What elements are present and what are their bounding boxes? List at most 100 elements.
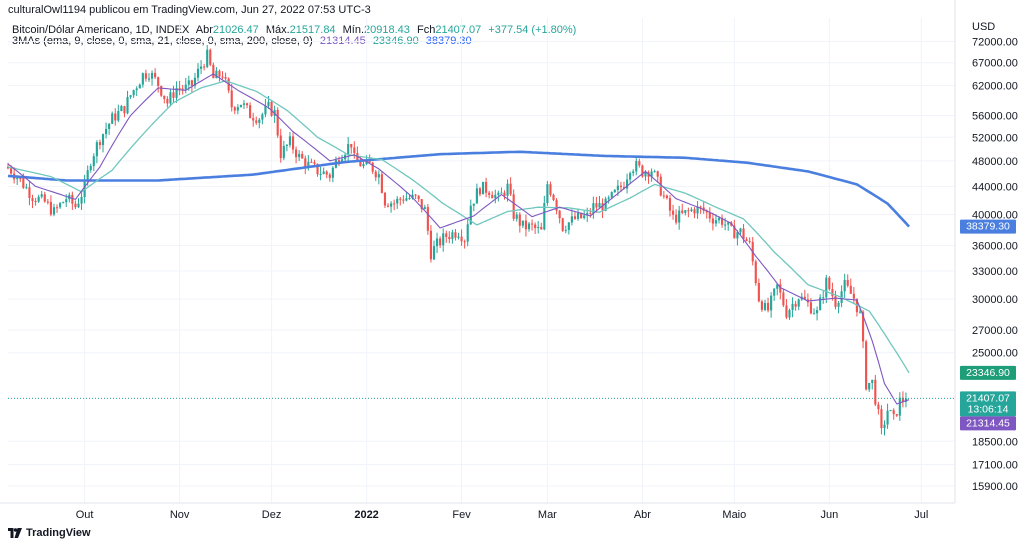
candle-up — [886, 403, 889, 429]
candle-down — [803, 289, 806, 301]
candle-up — [840, 285, 843, 308]
candle-down — [687, 207, 690, 218]
ema9-price-tag: 21314.45 — [960, 416, 1016, 431]
candle-down — [49, 195, 52, 217]
candle-down — [383, 191, 387, 208]
candle-up — [37, 194, 40, 203]
candle-down — [865, 339, 868, 391]
candle-down — [895, 414, 898, 417]
candle-up — [89, 163, 92, 173]
candle-down — [31, 194, 34, 209]
x-tick-label: Jun — [820, 509, 838, 521]
candle-up — [92, 153, 95, 172]
candle-up — [59, 202, 62, 209]
candle-up — [472, 203, 475, 212]
candle-up — [816, 306, 819, 321]
candle-up — [52, 203, 56, 217]
close-label: Fch — [416, 24, 436, 36]
y-tick-label: 72000.00 — [972, 37, 1018, 49]
candle-up — [423, 204, 426, 210]
indicator-label[interactable]: 3MAs (ema, 9, close, 0, sma, 21, close, … — [12, 35, 313, 47]
candle-down — [178, 80, 181, 96]
candle-down — [402, 195, 405, 204]
candle-up — [322, 167, 325, 175]
y-tick-label: 17100.00 — [972, 459, 1018, 471]
candle-down — [212, 62, 215, 79]
candle-down — [224, 72, 227, 82]
candle-up — [543, 195, 546, 231]
y-tick-label: 56000.00 — [972, 110, 1018, 122]
y-tick-label: 48000.00 — [972, 156, 1018, 168]
candle-down — [831, 282, 834, 301]
candle-up — [377, 170, 380, 185]
candle-down — [485, 177, 488, 198]
candle-up — [25, 183, 28, 190]
candle-down — [55, 204, 59, 213]
candle-up — [494, 189, 497, 204]
candle-down — [549, 181, 552, 197]
candle-up — [135, 86, 138, 96]
candle-up — [632, 169, 635, 177]
candle-up — [390, 201, 393, 213]
candle-down — [708, 207, 711, 223]
candle-up — [138, 83, 141, 89]
candle-down — [619, 181, 623, 193]
x-tick-label: Maio — [722, 509, 746, 521]
candle-up — [362, 161, 365, 169]
candle-down — [429, 225, 433, 263]
tradingview-logo-icon — [8, 528, 22, 538]
candle-down — [325, 170, 328, 179]
candle-up — [592, 196, 595, 219]
candle-down — [745, 237, 748, 242]
x-tick-label: Fev — [452, 509, 471, 521]
high-value: 21517.84 — [289, 24, 336, 36]
sma200-line — [7, 150, 910, 228]
candle-down — [114, 108, 117, 126]
open-value: 21026.47 — [212, 24, 259, 36]
candle-down — [534, 222, 537, 234]
candle-down — [693, 207, 696, 219]
candle-down — [279, 128, 282, 163]
y-tick-label: 44000.00 — [972, 181, 1018, 193]
candle-down — [19, 177, 22, 183]
candle-up — [770, 292, 773, 318]
currency-label: USD — [972, 21, 995, 33]
candle-down — [711, 212, 714, 231]
candle-up — [111, 111, 114, 125]
candle-up — [678, 205, 681, 230]
footer-brand[interactable]: TradingView — [8, 527, 91, 539]
candle-down — [540, 222, 543, 230]
candle-up — [80, 191, 83, 210]
candle-down — [760, 299, 763, 312]
candle-up — [776, 283, 779, 296]
candle-down — [668, 195, 672, 217]
candle-down — [172, 85, 175, 103]
candle-down — [301, 151, 304, 159]
candle-up — [546, 180, 549, 206]
candle-down — [665, 194, 668, 200]
candle-down — [417, 195, 420, 203]
candle-down — [454, 228, 457, 241]
candle-down — [233, 106, 236, 115]
candle-down — [849, 278, 852, 294]
candle-up — [298, 150, 301, 162]
candle-down — [561, 217, 564, 232]
symbol-label[interactable]: Bitcoin/Dólar Americano, 1D, INDEX — [12, 24, 190, 36]
candle-up — [812, 308, 816, 315]
candle-down — [638, 158, 641, 168]
candle-down — [98, 139, 102, 150]
candle-down — [230, 84, 233, 112]
axes: USD 72000.00 67000.00 62000.00 56000.00 5200… — [0, 0, 1018, 521]
candle-down — [558, 209, 561, 224]
y-tick-label: 30000.00 — [972, 294, 1018, 306]
candle-up — [132, 89, 135, 98]
candle-down — [356, 146, 359, 161]
candle-down — [675, 209, 678, 225]
candle-down — [524, 214, 528, 237]
candle-down — [144, 69, 147, 82]
moving-averages — [7, 73, 955, 405]
candle-up — [613, 188, 616, 193]
candle-up — [500, 187, 503, 194]
candle-down — [518, 212, 521, 233]
